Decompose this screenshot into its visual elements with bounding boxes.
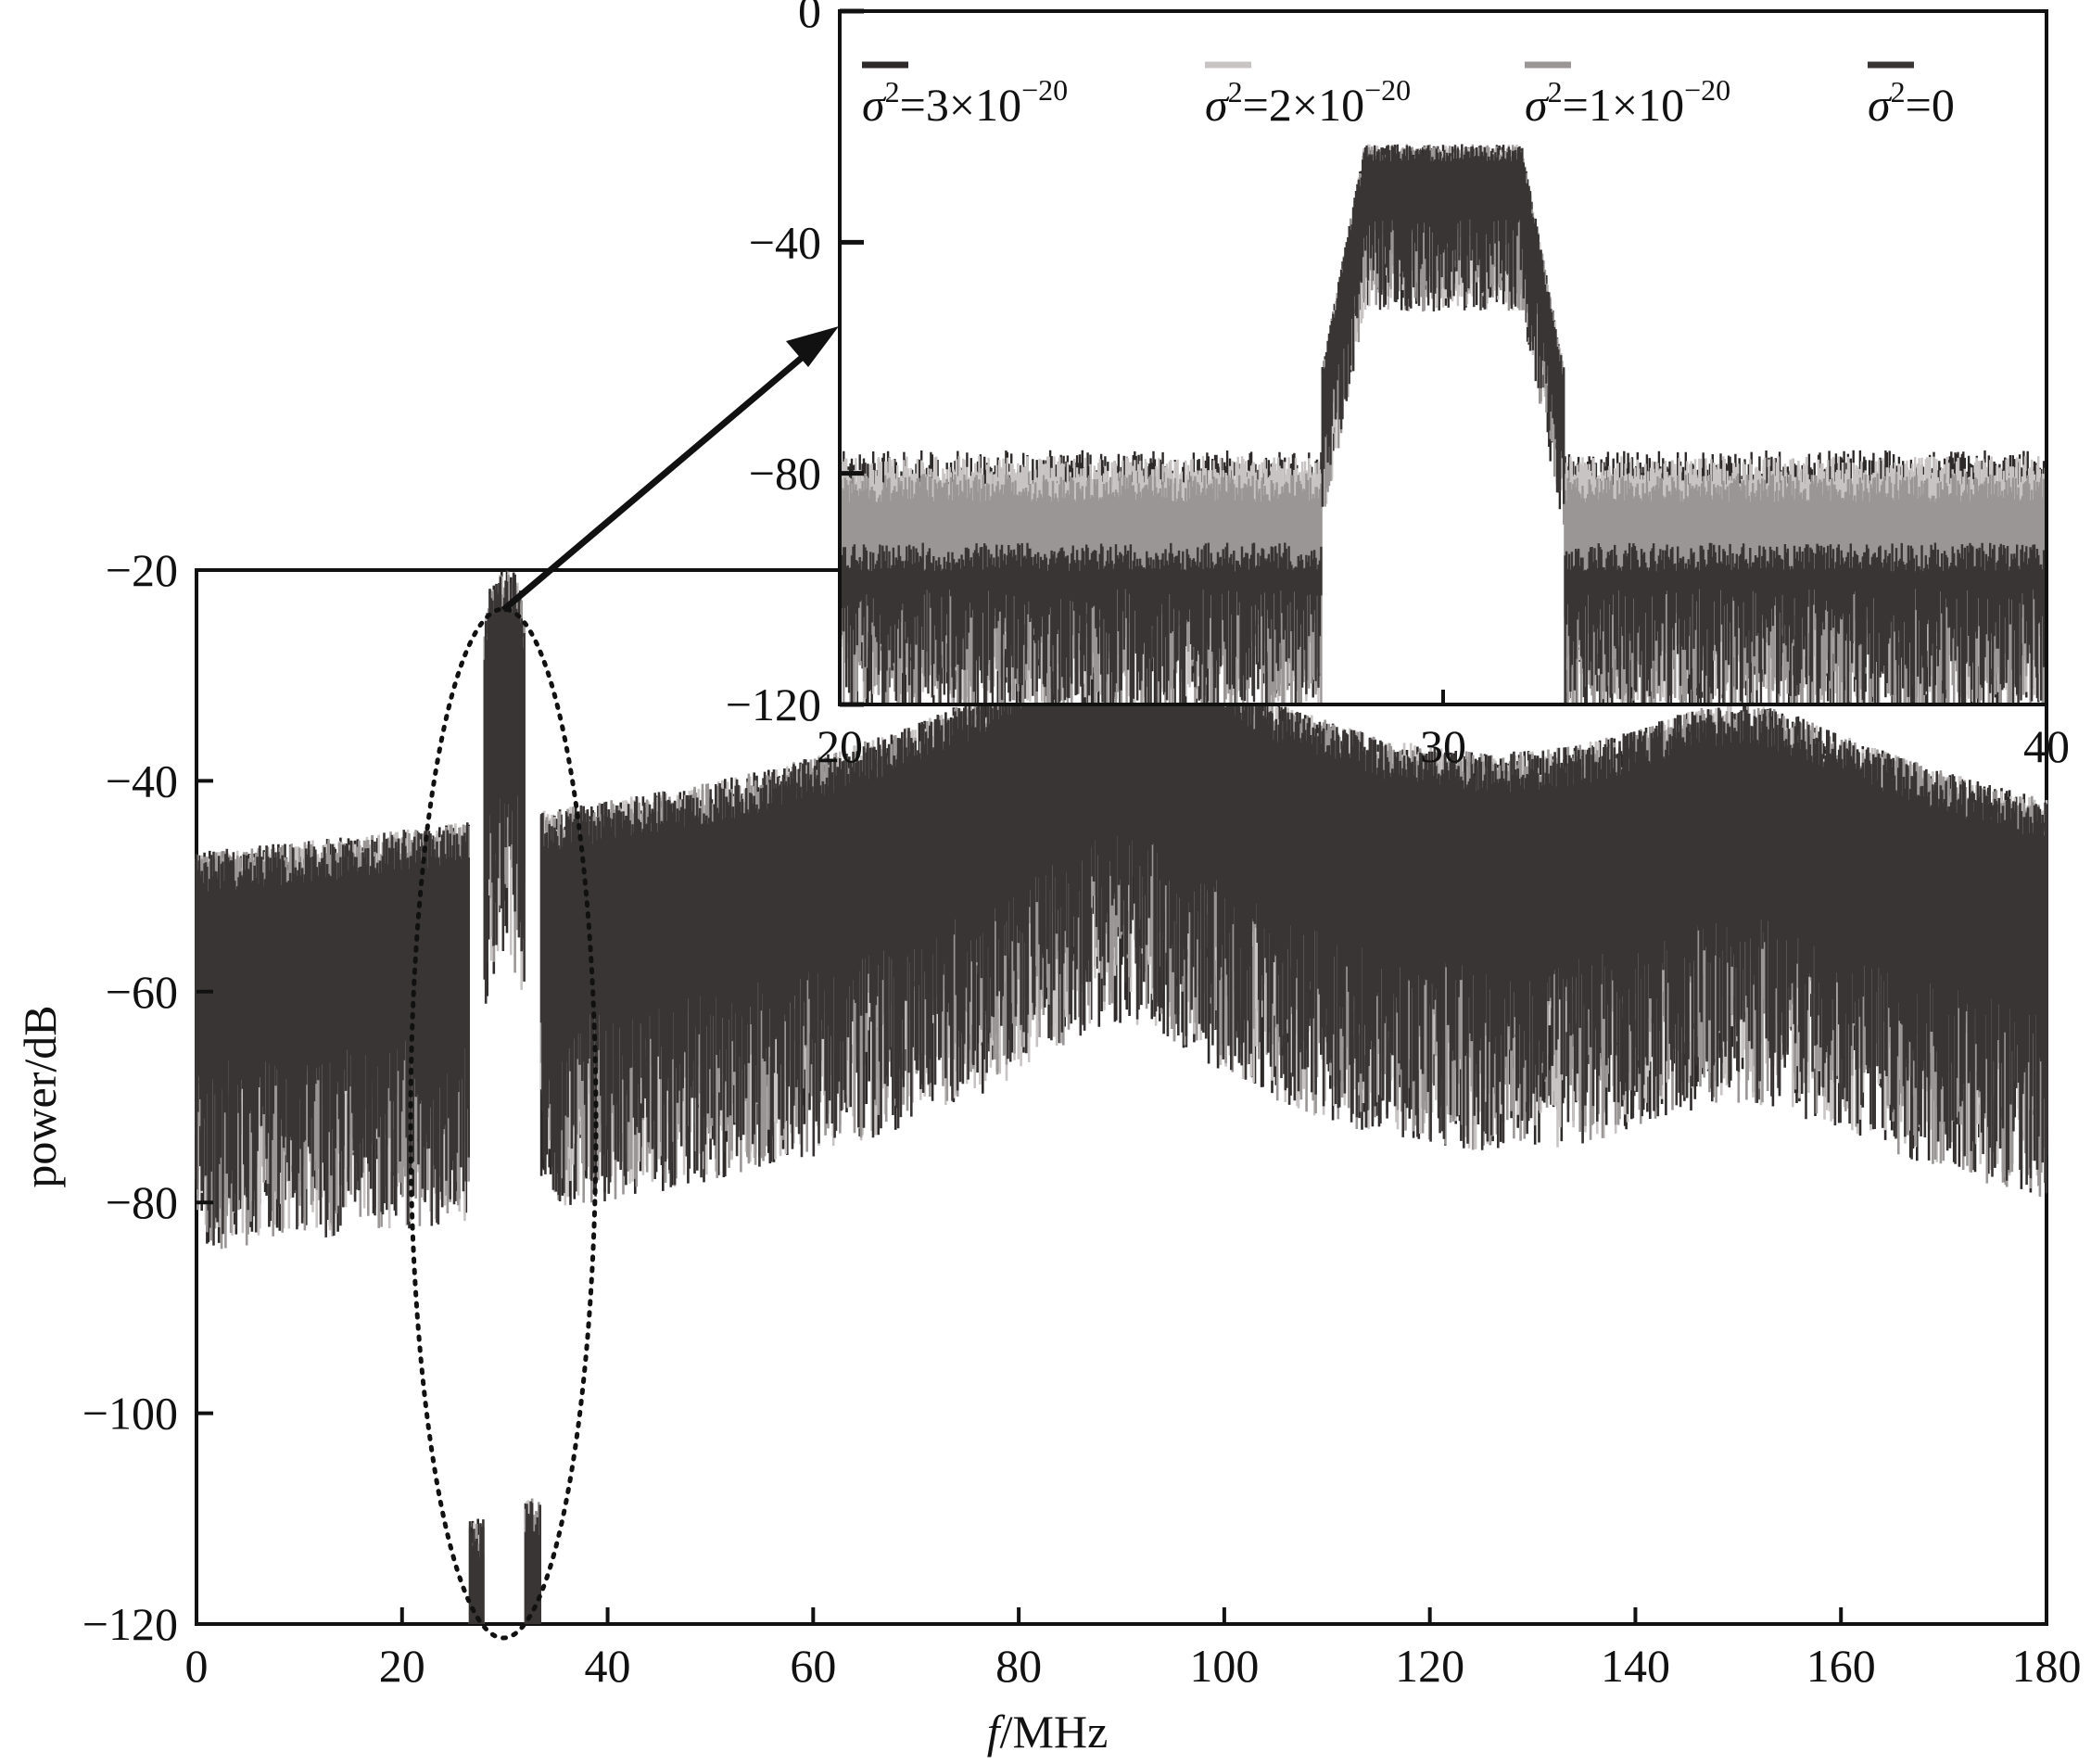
main-series-4 [195, 572, 2048, 1624]
inset-x-tick-label: 40 [2023, 720, 2070, 772]
x-tick-label: 80 [995, 1640, 1042, 1692]
inset-x-tick-label: 20 [817, 720, 863, 772]
inset-y-tick-label: 0 [798, 0, 821, 37]
y-tick-label: −80 [106, 1176, 178, 1228]
legend-label: σ2=0 [1868, 75, 1955, 131]
zoom-region-ellipse [408, 606, 599, 1641]
legend-label: σ2=1×10−20 [1525, 73, 1730, 131]
y-axis-title: power/dB [14, 1005, 66, 1187]
y-tick-label: −120 [82, 1598, 178, 1650]
x-tick-label: 140 [1601, 1640, 1670, 1692]
y-tick-label: −100 [82, 1388, 178, 1440]
y-tick-label: −60 [106, 966, 178, 1018]
inset-y-tick-label: −80 [749, 448, 821, 500]
x-tick-label: 180 [2012, 1640, 2082, 1692]
inset-y-ticks: 0 −40 −80 −120 [726, 0, 864, 730]
x-tick-label: 100 [1189, 1640, 1259, 1692]
x-tick-label: 120 [1395, 1640, 1464, 1692]
y-tick-label: −40 [106, 755, 178, 806]
inset-x-ticks: 20 30 40 [817, 690, 2070, 772]
main-series-group [195, 570, 2048, 1624]
x-tick-label: 60 [790, 1640, 836, 1692]
inset-y-tick-label: −40 [749, 216, 821, 268]
inset-x-tick-label: 30 [1420, 720, 1466, 772]
x-tick-label: 40 [585, 1640, 631, 1692]
inset-plot: 20 30 40 0−40−80−120 σ2=3×10−20 σ2=2×10−20 σ… [726, 0, 2070, 772]
main-y-ticks: −20 −40 −60 −80 −100 −120 [82, 544, 213, 1650]
legend-label: σ2=3×10−20 [862, 73, 1068, 131]
main-plot: 0 20 40 60 80 100 120 140 160 180 −20 −40 −60 −80 −10… [14, 544, 2082, 1758]
legend: σ2=3×10−20 σ2=2×10−20 σ2=1×10−20 σ2=0 [862, 61, 1955, 131]
y-tick-label: −20 [106, 544, 178, 596]
zoom-arrow [501, 326, 839, 613]
x-tick-label: 160 [1806, 1640, 1876, 1692]
x-tick-label: 0 [185, 1640, 209, 1692]
main-x-ticks: 0 20 40 60 80 100 120 140 160 180 [185, 1607, 2082, 1692]
x-tick-label: 20 [379, 1640, 425, 1692]
x-axis-title: f/MHz [987, 1706, 1109, 1758]
legend-label: σ2=2×10−20 [1205, 73, 1411, 131]
inset-y-tick-label: −120 [726, 679, 821, 730]
